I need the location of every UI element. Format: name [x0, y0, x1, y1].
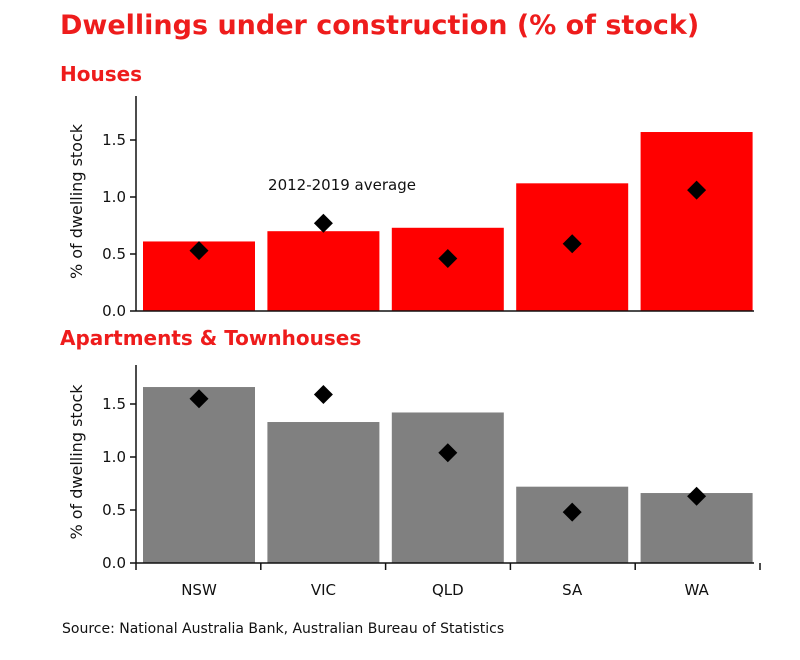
apartments-y-axis-label: % of dwelling stock [67, 384, 86, 540]
houses-average-marker-wa [687, 180, 707, 200]
apartments-y-tick-label: 1.0 [102, 448, 126, 466]
houses-bar-vic [267, 231, 380, 311]
houses-bar-wa [640, 132, 753, 311]
source-note: Source: National Australia Bank, Austral… [62, 621, 505, 637]
apartments-average-marker-nsw [189, 389, 209, 409]
apartments-x-tick-label-nsw: NSW [181, 581, 217, 599]
houses-average-marker-nsw [189, 241, 209, 261]
houses-average-annotation: 2012-2019 average [268, 176, 416, 194]
houses-y-axis-label: % of dwelling stock [67, 123, 86, 279]
apartments-bar-nsw [143, 387, 255, 563]
houses-y-tick-label: 1.5 [102, 131, 126, 149]
houses-y-tick-label: 0.0 [102, 302, 126, 320]
apartments-average-marker-vic [313, 384, 333, 404]
apartments-x-tick-label-sa: SA [562, 581, 583, 599]
apartments-y-tick-label: 0.5 [102, 501, 126, 519]
houses-panel-title: Houses [60, 62, 143, 86]
apartments-x-tick-label-qld: QLD [432, 581, 464, 599]
apartments-x-tick-label-vic: VIC [311, 581, 336, 599]
apartments-average-marker-qld [438, 443, 458, 463]
houses-bar-qld [391, 227, 504, 311]
houses-average-marker-vic [313, 213, 333, 233]
apartments-average-marker-sa [562, 502, 582, 522]
apartments-y-tick-label: 1.5 [102, 395, 126, 413]
houses-y-tick-label: 1.0 [102, 188, 126, 206]
apartments-panel-title: Apartments & Townhouses [60, 326, 362, 350]
apartments-y-tick-label: 0.0 [102, 554, 126, 572]
apartments-x-tick-label-wa: WA [684, 581, 709, 599]
houses-average-marker-qld [438, 249, 458, 269]
apartments-bar-qld [391, 412, 504, 563]
apartments-bar-sa [516, 486, 629, 563]
apartments-average-marker-wa [687, 486, 707, 506]
apartments-bar-vic [267, 422, 380, 563]
houses-average-marker-sa [562, 234, 582, 254]
chart-title: Dwellings under construction (% of stock… [60, 10, 700, 41]
houses-y-tick-label: 0.5 [102, 245, 126, 263]
